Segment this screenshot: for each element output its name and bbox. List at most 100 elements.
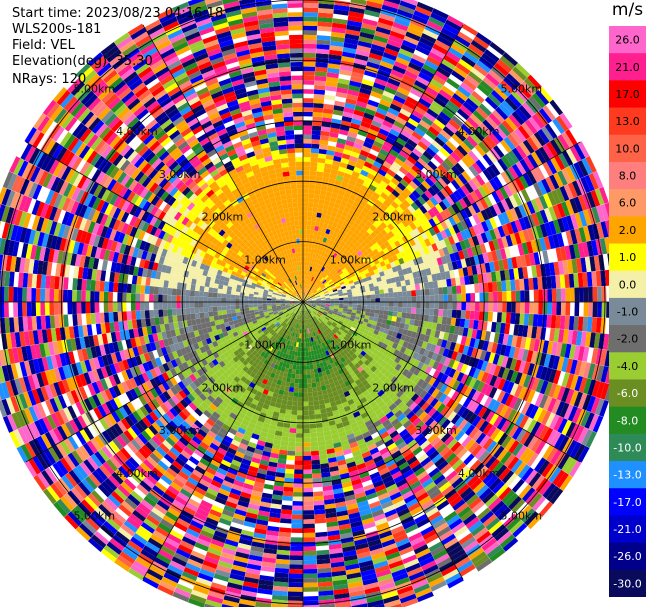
velocity-gate [287, 600, 303, 606]
velocity-gate [326, 186, 334, 193]
velocity-gate [374, 30, 390, 40]
velocity-gate [459, 104, 473, 117]
velocity-gate [379, 310, 385, 315]
velocity-gate [361, 78, 375, 87]
velocity-gate [310, 271, 313, 277]
velocity-gate [493, 145, 505, 159]
velocity-gate [394, 259, 401, 267]
velocity-gate [303, 360, 307, 366]
velocity-gate [476, 211, 486, 223]
velocity-gate [591, 239, 599, 256]
velocity-gate [293, 473, 303, 479]
velocity-gate [547, 302, 553, 315]
velocity-gate [441, 107, 454, 119]
velocity-gate [447, 205, 456, 216]
velocity-gate [348, 296, 353, 300]
velocity-gate [305, 342, 308, 348]
velocity-gate [332, 247, 338, 253]
velocity-gate [282, 495, 293, 502]
velocity-gate [367, 128, 379, 137]
velocity-gate [317, 203, 324, 209]
velocity-gate [307, 211, 313, 217]
velocity-gate [391, 124, 403, 134]
velocity-gate [507, 181, 517, 195]
velocity-gate [343, 262, 349, 268]
velocity-gate [405, 96, 419, 106]
velocity-gate [434, 302, 439, 310]
velocity-gate [470, 67, 486, 81]
velocity-gate [456, 302, 462, 311]
velocity-gate [442, 309, 448, 318]
velocity-gate [388, 292, 394, 298]
velocity-gate [410, 313, 416, 320]
velocity-gate [292, 396, 299, 402]
velocity-gate [557, 170, 568, 186]
velocity-gate [370, 302, 376, 306]
velocity-gate [344, 144, 354, 152]
velocity-gate [388, 306, 394, 312]
velocity-gate [456, 108, 470, 121]
velocity-gate [311, 378, 316, 384]
velocity-gate [479, 197, 489, 210]
velocity-gate [295, 446, 303, 452]
velocity-gate [551, 288, 557, 302]
velocity-gate [303, 482, 313, 488]
velocity-gate [548, 220, 557, 235]
velocity-gate [496, 281, 503, 292]
velocity-gate [318, 276, 323, 281]
velocity-gate [489, 217, 498, 229]
velocity-gate [396, 9, 414, 19]
velocity-gate [365, 221, 373, 228]
velocity-gate [466, 266, 473, 276]
velocity-gate [292, 510, 303, 515]
velocity-gate [447, 46, 464, 59]
velocity-gate [288, 587, 303, 592]
velocity-gate [288, 432, 297, 438]
velocity-gate [305, 270, 308, 276]
velocity-gate [488, 240, 496, 252]
velocity-gate [463, 120, 476, 133]
velocity-gate [512, 66, 528, 81]
velocity-gate [440, 271, 447, 280]
velocity-gate [439, 210, 449, 221]
velocity-gate [443, 208, 453, 219]
velocity-gate [518, 104, 532, 120]
velocity-gate [442, 246, 450, 256]
velocity-gate [296, 428, 303, 434]
velocity-gate [318, 199, 325, 205]
velocity-gate [332, 221, 338, 228]
velocity-gate [366, 305, 371, 310]
velocity-gate [445, 195, 455, 206]
velocity-gate [331, 263, 337, 269]
velocity-gate [414, 161, 425, 171]
velocity-gate [308, 243, 313, 249]
velocity-gate [358, 188, 367, 197]
velocity-gate [355, 49, 370, 57]
velocity-gate [379, 60, 394, 70]
velocity-gate [449, 192, 459, 204]
velocity-gate [452, 223, 461, 234]
velocity-gate [310, 281, 314, 286]
velocity-gate [291, 410, 298, 416]
velocity-gate [492, 291, 498, 302]
velocity-gate [428, 218, 437, 228]
velocity-gate [422, 63, 437, 75]
velocity-gate [491, 191, 501, 204]
velocity-gate [387, 267, 394, 274]
velocity-gate [320, 135, 330, 141]
velocity-gate [531, 212, 540, 227]
velocity-gate [400, 44, 416, 54]
velocity-gate [440, 255, 448, 265]
velocity-gate [303, 568, 318, 574]
velocity-gate [345, 239, 352, 246]
velocity-gate [326, 244, 332, 250]
velocity-gate [331, 287, 337, 291]
velocity-gate [293, 487, 303, 493]
velocity-gate [379, 221, 388, 230]
velocity-gate [303, 175, 310, 180]
velocity-gate [412, 177, 422, 187]
velocity-gate [295, 365, 300, 370]
velocity-gate [447, 294, 453, 302]
velocity-gate [393, 297, 399, 302]
velocity-gate [341, 288, 347, 292]
